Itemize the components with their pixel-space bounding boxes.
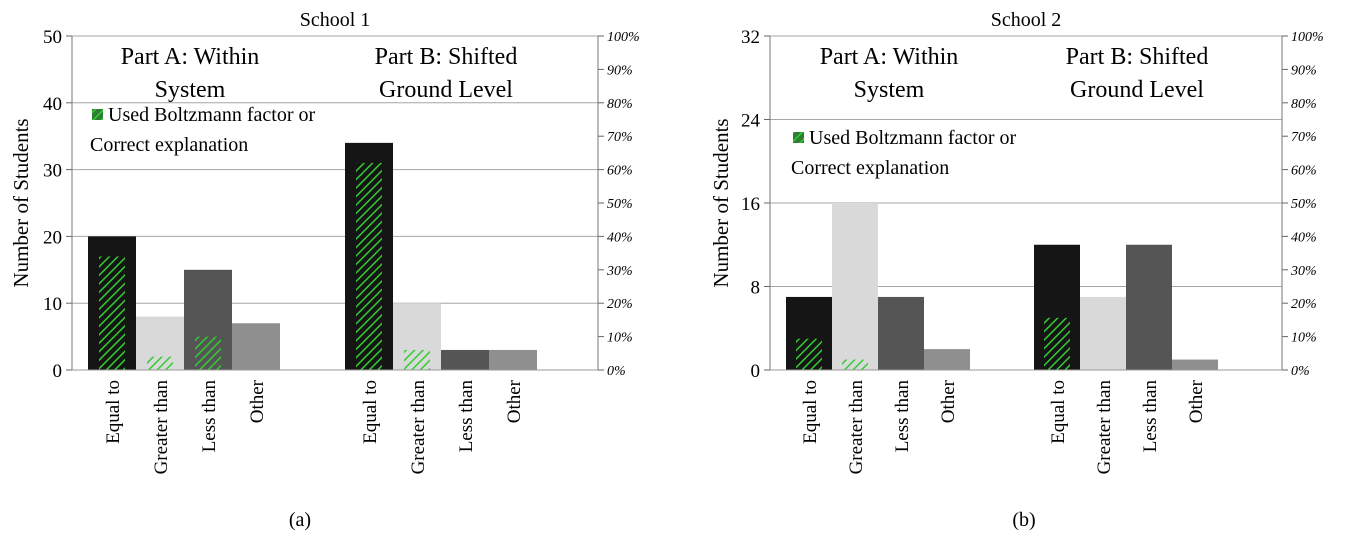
legend-label: Correct explanation bbox=[90, 134, 248, 156]
bar bbox=[878, 296, 924, 370]
category-label: Equal to bbox=[800, 380, 821, 444]
y-tick-label: 20 bbox=[43, 227, 62, 248]
boltzmann-bar bbox=[796, 338, 822, 370]
bar bbox=[441, 349, 489, 370]
y-tick-label: 0 bbox=[751, 361, 761, 382]
bar bbox=[489, 349, 537, 370]
y-tick-label: 32 bbox=[741, 27, 760, 48]
legend-label: Used Boltzmann factor or bbox=[108, 104, 315, 126]
chart-title: School 1 bbox=[300, 9, 371, 31]
category-label: Less than bbox=[456, 380, 477, 453]
boltzmann-bar bbox=[195, 336, 221, 370]
bar bbox=[232, 323, 280, 370]
y-tick-label: 0 bbox=[53, 361, 63, 382]
y-tick-label: 30 bbox=[43, 161, 62, 182]
bar bbox=[1080, 296, 1126, 370]
y2-tick-label: 60% bbox=[607, 164, 633, 179]
boltzmann-bar bbox=[1044, 317, 1070, 370]
group-title: Part A: Within bbox=[820, 44, 959, 70]
category-label: Greater than bbox=[1094, 380, 1115, 475]
y-tick-label: 16 bbox=[741, 194, 760, 215]
y2-tick-label: 30% bbox=[1290, 264, 1317, 279]
y2-tick-label: 0% bbox=[607, 364, 626, 379]
y-tick-label: 40 bbox=[43, 94, 62, 115]
legend-label: Correct explanation bbox=[791, 157, 949, 179]
category-label: Greater than bbox=[151, 380, 172, 475]
group-title: Ground Level bbox=[1070, 77, 1204, 103]
legend-swatch-hatch bbox=[92, 109, 103, 120]
bar bbox=[1172, 359, 1218, 370]
y2-tick-label: 70% bbox=[607, 130, 633, 145]
group-title: Ground Level bbox=[379, 77, 513, 103]
group-title: Part B: Shifted bbox=[1066, 44, 1209, 70]
y2-tick-label: 30% bbox=[606, 264, 633, 279]
y2-tick-label: 10% bbox=[607, 331, 633, 346]
category-label: Other bbox=[247, 379, 268, 423]
y2-tick-label: 70% bbox=[1291, 130, 1317, 145]
boltzmann-bar bbox=[147, 356, 173, 370]
y-axis-label: Number of Students bbox=[709, 118, 733, 287]
boltzmann-bar bbox=[842, 359, 868, 370]
figure-caption: (a) bbox=[289, 509, 311, 531]
y2-tick-label: 0% bbox=[1291, 364, 1310, 379]
category-label: Other bbox=[504, 379, 525, 423]
y2-tick-label: 50% bbox=[1291, 197, 1317, 212]
y2-tick-label: 100% bbox=[607, 30, 640, 45]
y2-tick-label: 90% bbox=[607, 63, 633, 78]
y2-tick-label: 80% bbox=[607, 97, 633, 112]
legend-swatch-hatch bbox=[793, 132, 804, 143]
category-label: Equal to bbox=[360, 380, 381, 444]
group-title: System bbox=[155, 77, 226, 103]
group-title: Part A: Within bbox=[121, 44, 260, 70]
chart-panel-1: 0 10 20 30 40 50 0% 10% 20% 30% 40% 50% 60% 70% 80% 90%… bbox=[9, 9, 640, 531]
category-label: Equal to bbox=[1048, 380, 1069, 444]
y-tick-label: 50 bbox=[43, 27, 62, 48]
y2-tick-label: 50% bbox=[607, 197, 633, 212]
y2-tick-label: 90% bbox=[1291, 63, 1317, 78]
boltzmann-bar bbox=[356, 162, 382, 370]
boltzmann-bar bbox=[404, 349, 430, 370]
boltzmann-bar bbox=[99, 256, 125, 370]
y-tick-label: 10 bbox=[43, 294, 62, 315]
y-axis-label: Number of Students bbox=[9, 118, 33, 287]
y2-tick-label: 80% bbox=[1291, 97, 1317, 112]
category-label: Less than bbox=[199, 380, 220, 453]
bar bbox=[924, 349, 970, 370]
group-title: Part B: Shifted bbox=[375, 44, 518, 70]
category-label: Less than bbox=[1140, 380, 1161, 453]
y2-tick-label: 10% bbox=[1291, 331, 1317, 346]
category-label: Other bbox=[938, 379, 959, 423]
category-label: Less than bbox=[892, 380, 913, 453]
bar bbox=[832, 203, 878, 370]
y-tick-label: 8 bbox=[751, 278, 761, 299]
chart-title: School 2 bbox=[991, 9, 1062, 31]
chart-panel-2: 0 8 16 24 32 0% 10% 20% 30% 40% 50% 60% 70% 80% 90% 100… bbox=[709, 9, 1324, 531]
y2-tick-label: 100% bbox=[1291, 30, 1324, 45]
group-title: System bbox=[854, 77, 925, 103]
y2-tick-label: 20% bbox=[607, 297, 633, 312]
category-label: Other bbox=[1186, 379, 1207, 423]
category-label: Equal to bbox=[103, 380, 124, 444]
category-label: Greater than bbox=[408, 380, 429, 475]
bar bbox=[1126, 244, 1172, 370]
category-label: Greater than bbox=[846, 380, 867, 475]
y2-tick-label: 40% bbox=[607, 230, 633, 245]
y-tick-label: 24 bbox=[741, 111, 761, 132]
legend-label: Used Boltzmann factor or bbox=[809, 127, 1016, 149]
y2-tick-label: 40% bbox=[1291, 230, 1317, 245]
figure-caption: (b) bbox=[1012, 509, 1035, 531]
y2-tick-label: 60% bbox=[1291, 164, 1317, 179]
y2-tick-label: 20% bbox=[1291, 297, 1317, 312]
